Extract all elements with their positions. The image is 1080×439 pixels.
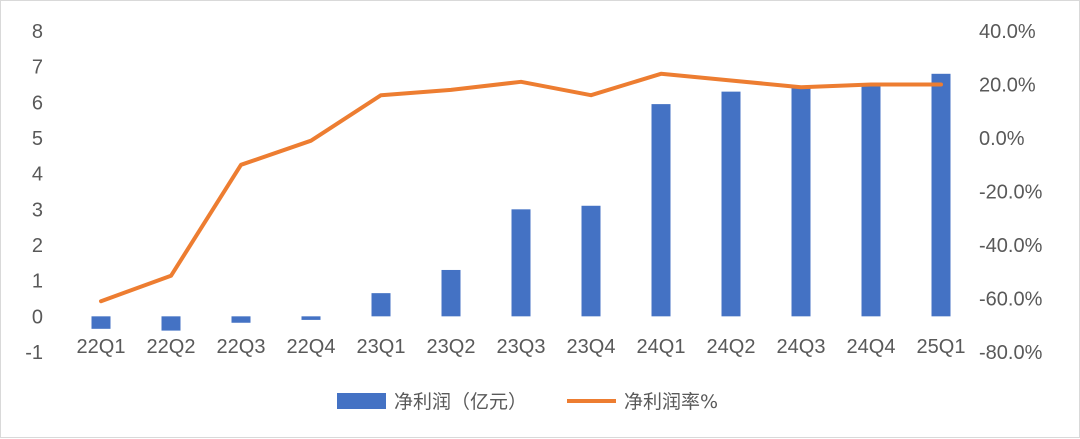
x-axis-tick-label: 23Q2 (427, 336, 476, 358)
bar-net-profit (792, 88, 811, 316)
left-axis-tick-label: -1 (25, 342, 43, 364)
x-axis-tick-label: 22Q4 (287, 336, 336, 358)
bar-net-profit (722, 92, 741, 317)
right-axis-tick-label: -60.0% (979, 289, 1043, 311)
right-axis-tick-label: 40.0% (979, 21, 1036, 43)
right-axis-tick-label: 0.0% (979, 128, 1025, 150)
x-axis-tick-label: 24Q4 (847, 336, 896, 358)
bar-net-profit (442, 270, 461, 316)
x-axis-tick-label: 25Q1 (917, 336, 966, 358)
bar-net-profit (92, 316, 111, 328)
bar-net-profit (162, 316, 181, 330)
left-axis-tick-label: 3 (32, 199, 43, 221)
left-axis-tick-label: 8 (32, 21, 43, 43)
left-axis-tick-label: 0 (32, 306, 43, 328)
legend-label-net-profit-margin: 净利润率% (624, 391, 718, 413)
right-axis-tick-label: -40.0% (979, 235, 1043, 257)
right-axis-tick-label: -80.0% (979, 342, 1043, 364)
x-axis-tick-label: 23Q1 (357, 336, 406, 358)
left-axis-tick-label: 1 (32, 271, 43, 293)
legend-swatch-net-profit (337, 393, 386, 409)
bar-net-profit (932, 74, 951, 317)
right-axis-tick-label: -20.0% (979, 182, 1043, 204)
bar-net-profit (232, 316, 251, 322)
left-axis-tick-label: 6 (32, 92, 43, 114)
x-axis-tick-label: 22Q2 (147, 336, 196, 358)
left-axis-tick-label: 4 (32, 164, 43, 186)
legend-label-net-profit: 净利润（亿元） (394, 391, 527, 413)
bar-net-profit (582, 206, 601, 317)
bar-net-profit (302, 316, 321, 320)
left-axis-tick-label: 7 (32, 57, 43, 79)
x-axis-tick-label: 24Q1 (637, 336, 686, 358)
x-axis-tick-label: 24Q3 (777, 336, 826, 358)
bar-net-profit (652, 104, 671, 316)
bar-net-profit (862, 85, 881, 317)
x-axis-tick-label: 22Q1 (77, 336, 126, 358)
left-axis-tick-label: 2 (32, 235, 43, 257)
bar-net-profit (372, 293, 391, 316)
x-axis-tick-label: 24Q2 (707, 336, 756, 358)
x-axis-tick-label: 23Q3 (497, 336, 546, 358)
bar-net-profit (512, 209, 531, 316)
right-axis-tick-label: 20.0% (979, 75, 1036, 97)
x-axis-tick-label: 22Q3 (217, 336, 266, 358)
x-axis-tick-label: 23Q4 (567, 336, 616, 358)
left-axis-tick-label: 5 (32, 128, 43, 150)
